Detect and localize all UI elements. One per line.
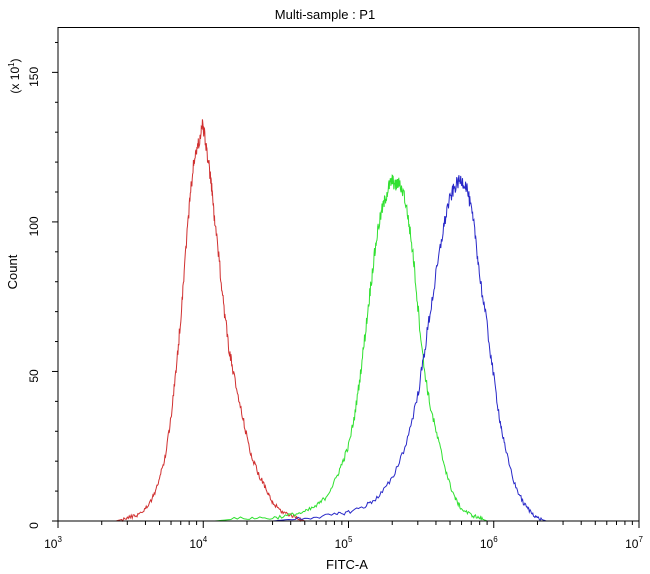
y-tick-label: 150 xyxy=(27,67,41,87)
x-tick-label-base: 10 xyxy=(189,537,203,551)
y-multiplier-close: ) xyxy=(8,58,22,62)
plot-frame xyxy=(57,27,640,522)
x-tick-label: 105 xyxy=(335,535,353,551)
x-tick-label-exponent: 3 xyxy=(57,535,62,544)
x-tick-label-base: 10 xyxy=(44,537,58,551)
x-tick-label-exponent: 6 xyxy=(493,535,498,544)
y-axis-multiplier: (x 101) xyxy=(7,58,22,93)
x-tick-label: 106 xyxy=(480,535,498,551)
chart-title: Multi-sample : P1 xyxy=(275,7,375,22)
x-axis-ticks: 103 104 105 106 107 xyxy=(44,521,643,551)
y-axis-label: Count xyxy=(5,254,20,289)
x-tick-label-exponent: 4 xyxy=(203,535,208,544)
x-tick-label-exponent: 5 xyxy=(348,535,353,544)
series-line-3 xyxy=(228,175,547,522)
series-line-2 xyxy=(214,174,488,522)
x-tick-label-base: 10 xyxy=(625,537,639,551)
x-axis-label: FITC-A xyxy=(326,557,368,572)
y-tick-label: 100 xyxy=(27,216,41,236)
series-line-1 xyxy=(115,119,305,523)
x-tick-label: 104 xyxy=(189,535,207,551)
y-axis-ticks: 0 50 100 150 xyxy=(27,41,58,529)
x-tick-label: 107 xyxy=(625,535,643,551)
y-tick-label: 0 xyxy=(27,522,41,529)
x-tick-label-base: 10 xyxy=(480,537,494,551)
series-layer xyxy=(115,119,547,523)
y-multiplier-exponent: 1 xyxy=(7,62,16,67)
y-multiplier-base: (x 10 xyxy=(8,67,22,94)
x-tick-label-exponent: 7 xyxy=(638,535,643,544)
x-tick-label: 103 xyxy=(44,535,62,551)
x-tick-label-base: 10 xyxy=(335,537,349,551)
y-tick-label: 50 xyxy=(27,369,41,383)
